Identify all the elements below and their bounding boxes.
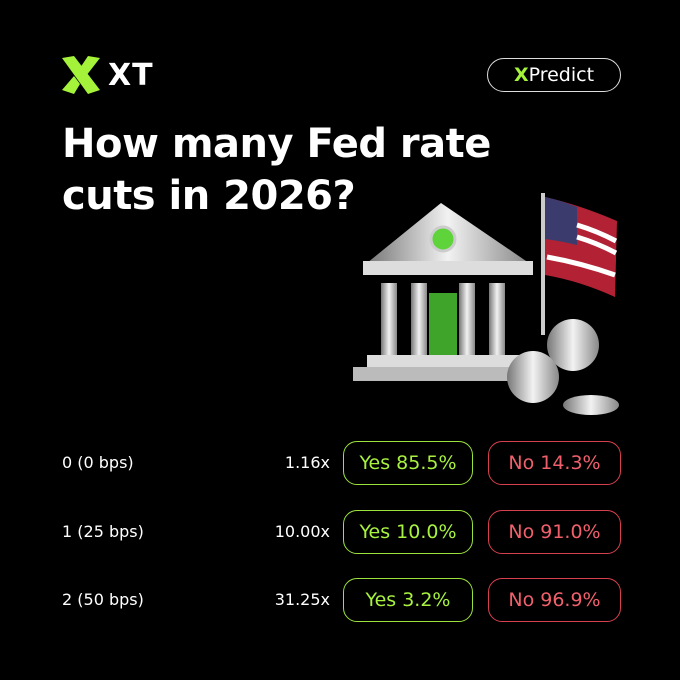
brand-name: XT [108,58,154,93]
yes-button: Yes 85.5% [343,441,473,485]
badge: XPredict [487,58,621,92]
multiplier: 1.16x [284,453,330,472]
badge-accent: X [513,64,529,86]
row-label: 0 (0 bps) [62,453,134,472]
title-line: How many Fed rate [62,121,491,167]
badge-text: Predict [528,64,595,86]
title-line: cuts in 2026? [62,173,356,219]
yes-button: Yes 3.2% [343,578,473,622]
no-button: No 96.9% [488,578,621,622]
logo-icon [62,56,100,94]
yes-button: Yes 10.0% [343,509,473,554]
no-button: No 91.0% [488,509,621,554]
row-label: 2 (50 bps) [62,590,144,609]
multiplier: 10.00x [274,521,330,541]
title: How many Fed rate cuts in 2026? [62,118,491,222]
bank-illustration [353,193,619,415]
no-button: No 14.3% [488,441,621,485]
row-label: 1 (25 bps) [62,521,144,541]
multiplier: 31.25x [274,590,330,609]
